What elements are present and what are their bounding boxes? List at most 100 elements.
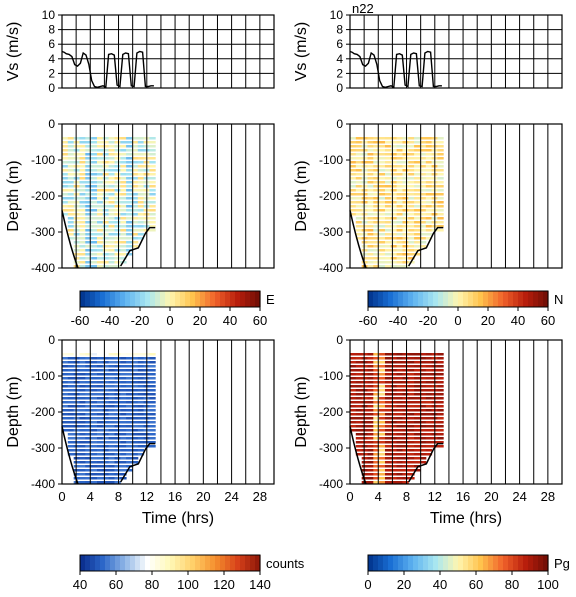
N-cell [402, 197, 409, 200]
counts-cell [67, 397, 75, 400]
counts-cell [132, 441, 139, 444]
counts-cell [120, 445, 127, 448]
E-cell [137, 173, 145, 176]
E-cell [126, 201, 133, 204]
counts-cell [108, 353, 115, 356]
Pg-cell [373, 413, 380, 416]
vs-right-ytick-label: 6 [336, 37, 343, 51]
N-cell [373, 217, 380, 220]
Pg-cell [385, 433, 392, 436]
Pg-cell [420, 353, 427, 356]
E-cell [102, 181, 110, 184]
N-cell [390, 237, 398, 240]
counts-cell [149, 381, 156, 384]
E-cell [79, 201, 86, 204]
E-cell [126, 237, 133, 240]
Pg-colorbar-segment [473, 555, 479, 571]
counts-cell [108, 409, 115, 412]
counts-cell [137, 393, 145, 396]
Pg-cell [402, 389, 409, 392]
N-cell [367, 169, 374, 172]
N-cell [361, 241, 368, 244]
Pg-cell [385, 389, 392, 392]
Pg-cell [420, 401, 427, 404]
counts-cell [73, 393, 80, 396]
E-cell [91, 257, 98, 260]
counts-cell [126, 429, 133, 432]
E-cell [73, 257, 80, 260]
E-colorbar-segment [105, 291, 111, 307]
N-cell [385, 233, 392, 236]
counts-cell [108, 477, 115, 480]
counts-cell [79, 381, 86, 384]
E-cell [91, 193, 98, 196]
counts-cell [137, 385, 145, 388]
counts-cell [114, 425, 121, 428]
N-cell [402, 265, 409, 268]
Pg-cell [414, 389, 421, 392]
N-cell [414, 153, 421, 156]
Pg-colorbar-segment [508, 555, 514, 571]
counts-colorbar-segment [200, 555, 206, 571]
Pg-cell [420, 421, 427, 424]
N-cell [379, 149, 386, 152]
E-cell [85, 249, 92, 252]
E-cell [114, 253, 121, 256]
Pg-colorbar-segment [528, 555, 534, 571]
N-cell [355, 237, 363, 240]
Pg-cell [361, 389, 368, 392]
N-colorbar-tick-label: -60 [359, 313, 378, 328]
Pg-cell [408, 433, 415, 436]
Pg-cell [361, 365, 368, 368]
Pg-cell [390, 373, 398, 376]
N-colorbar-segment [378, 291, 384, 307]
N-cell [437, 189, 444, 192]
E-cell [67, 225, 75, 228]
counts-cell [132, 393, 139, 396]
counts-cell [108, 437, 115, 440]
E-cell [126, 221, 133, 224]
counts-cell [97, 481, 104, 484]
Pg-cell [379, 461, 386, 464]
counts-cell [85, 381, 92, 384]
N-cell [437, 153, 444, 156]
counts-cell [132, 401, 139, 404]
N-cell [420, 201, 427, 204]
N-cell [355, 209, 363, 212]
counts-cell [73, 413, 80, 416]
Pg-colorbar-segment [368, 555, 374, 571]
Pg-cell [390, 481, 398, 484]
Pg-cell [425, 353, 433, 356]
E-cell [67, 145, 75, 148]
E-cell [102, 201, 110, 204]
counts-cell [126, 401, 133, 404]
Pg-cell [350, 405, 357, 408]
Pg-colorbar-segment [538, 555, 544, 571]
E-cell [79, 253, 86, 256]
Pg-cell [350, 389, 357, 392]
counts-cell [114, 397, 121, 400]
E-cell [120, 257, 127, 260]
N-cell [367, 137, 374, 140]
counts-cell [102, 361, 110, 364]
N-cell [355, 169, 363, 172]
N-cell [437, 177, 444, 180]
N-cell [355, 149, 363, 152]
Pg-cell [414, 453, 421, 456]
vs-right-ytick-label: 0 [336, 81, 343, 95]
E-cell [120, 229, 127, 232]
Pg-cell [396, 477, 403, 480]
counts-cell [79, 373, 86, 376]
E-cell [73, 181, 80, 184]
E-cell [97, 253, 104, 256]
N-cell [390, 217, 398, 220]
E-colorbar-segment [190, 291, 196, 307]
counts-colorbar-segment [160, 555, 166, 571]
E-cell [91, 253, 98, 256]
E-cell [149, 181, 156, 184]
Pg-cell [390, 473, 398, 476]
E-cell [73, 149, 80, 152]
counts-cell [62, 381, 69, 384]
E-cell [67, 189, 75, 192]
N-cell [396, 261, 403, 264]
